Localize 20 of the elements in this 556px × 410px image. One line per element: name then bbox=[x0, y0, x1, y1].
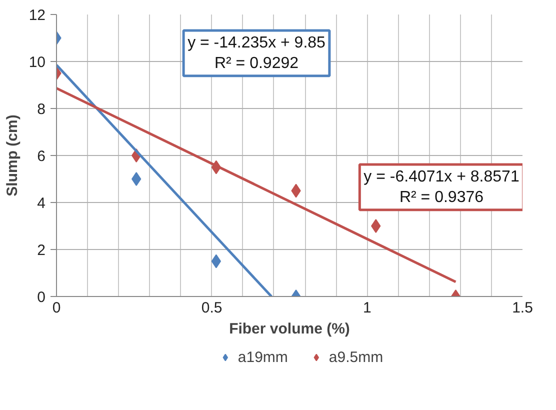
annotation: y = -14.235x + 9.85 R² = 0.9292 bbox=[188, 34, 326, 72]
y-tick-label: 6 bbox=[37, 148, 46, 165]
y-tick-label: 0 bbox=[37, 289, 46, 306]
y-tick-label: 8 bbox=[37, 101, 46, 118]
y-tick-label: 12 bbox=[28, 7, 46, 24]
point bbox=[132, 172, 142, 186]
x-tick-label: 0 bbox=[52, 300, 61, 316]
legend-label: a19mm bbox=[238, 348, 288, 366]
legend-label: a9.5mm bbox=[328, 348, 384, 366]
x-tick-label: 1 bbox=[362, 300, 372, 316]
x-tick-label: 1.5 bbox=[512, 300, 533, 316]
x-tick-label: 0.5 bbox=[201, 300, 222, 316]
y-axis-title: Slump (cm) bbox=[4, 114, 21, 196]
point bbox=[211, 254, 222, 268]
annotation: y = -6.4071x + 8.8571 R² = 0.9376 bbox=[364, 168, 520, 206]
x-axis-title: Fiber volume (%) bbox=[229, 320, 350, 338]
y-tick-label: 10 bbox=[28, 54, 46, 71]
y-tick-label: 2 bbox=[37, 242, 46, 259]
point bbox=[371, 219, 381, 233]
y-tick-label: 4 bbox=[37, 195, 46, 212]
